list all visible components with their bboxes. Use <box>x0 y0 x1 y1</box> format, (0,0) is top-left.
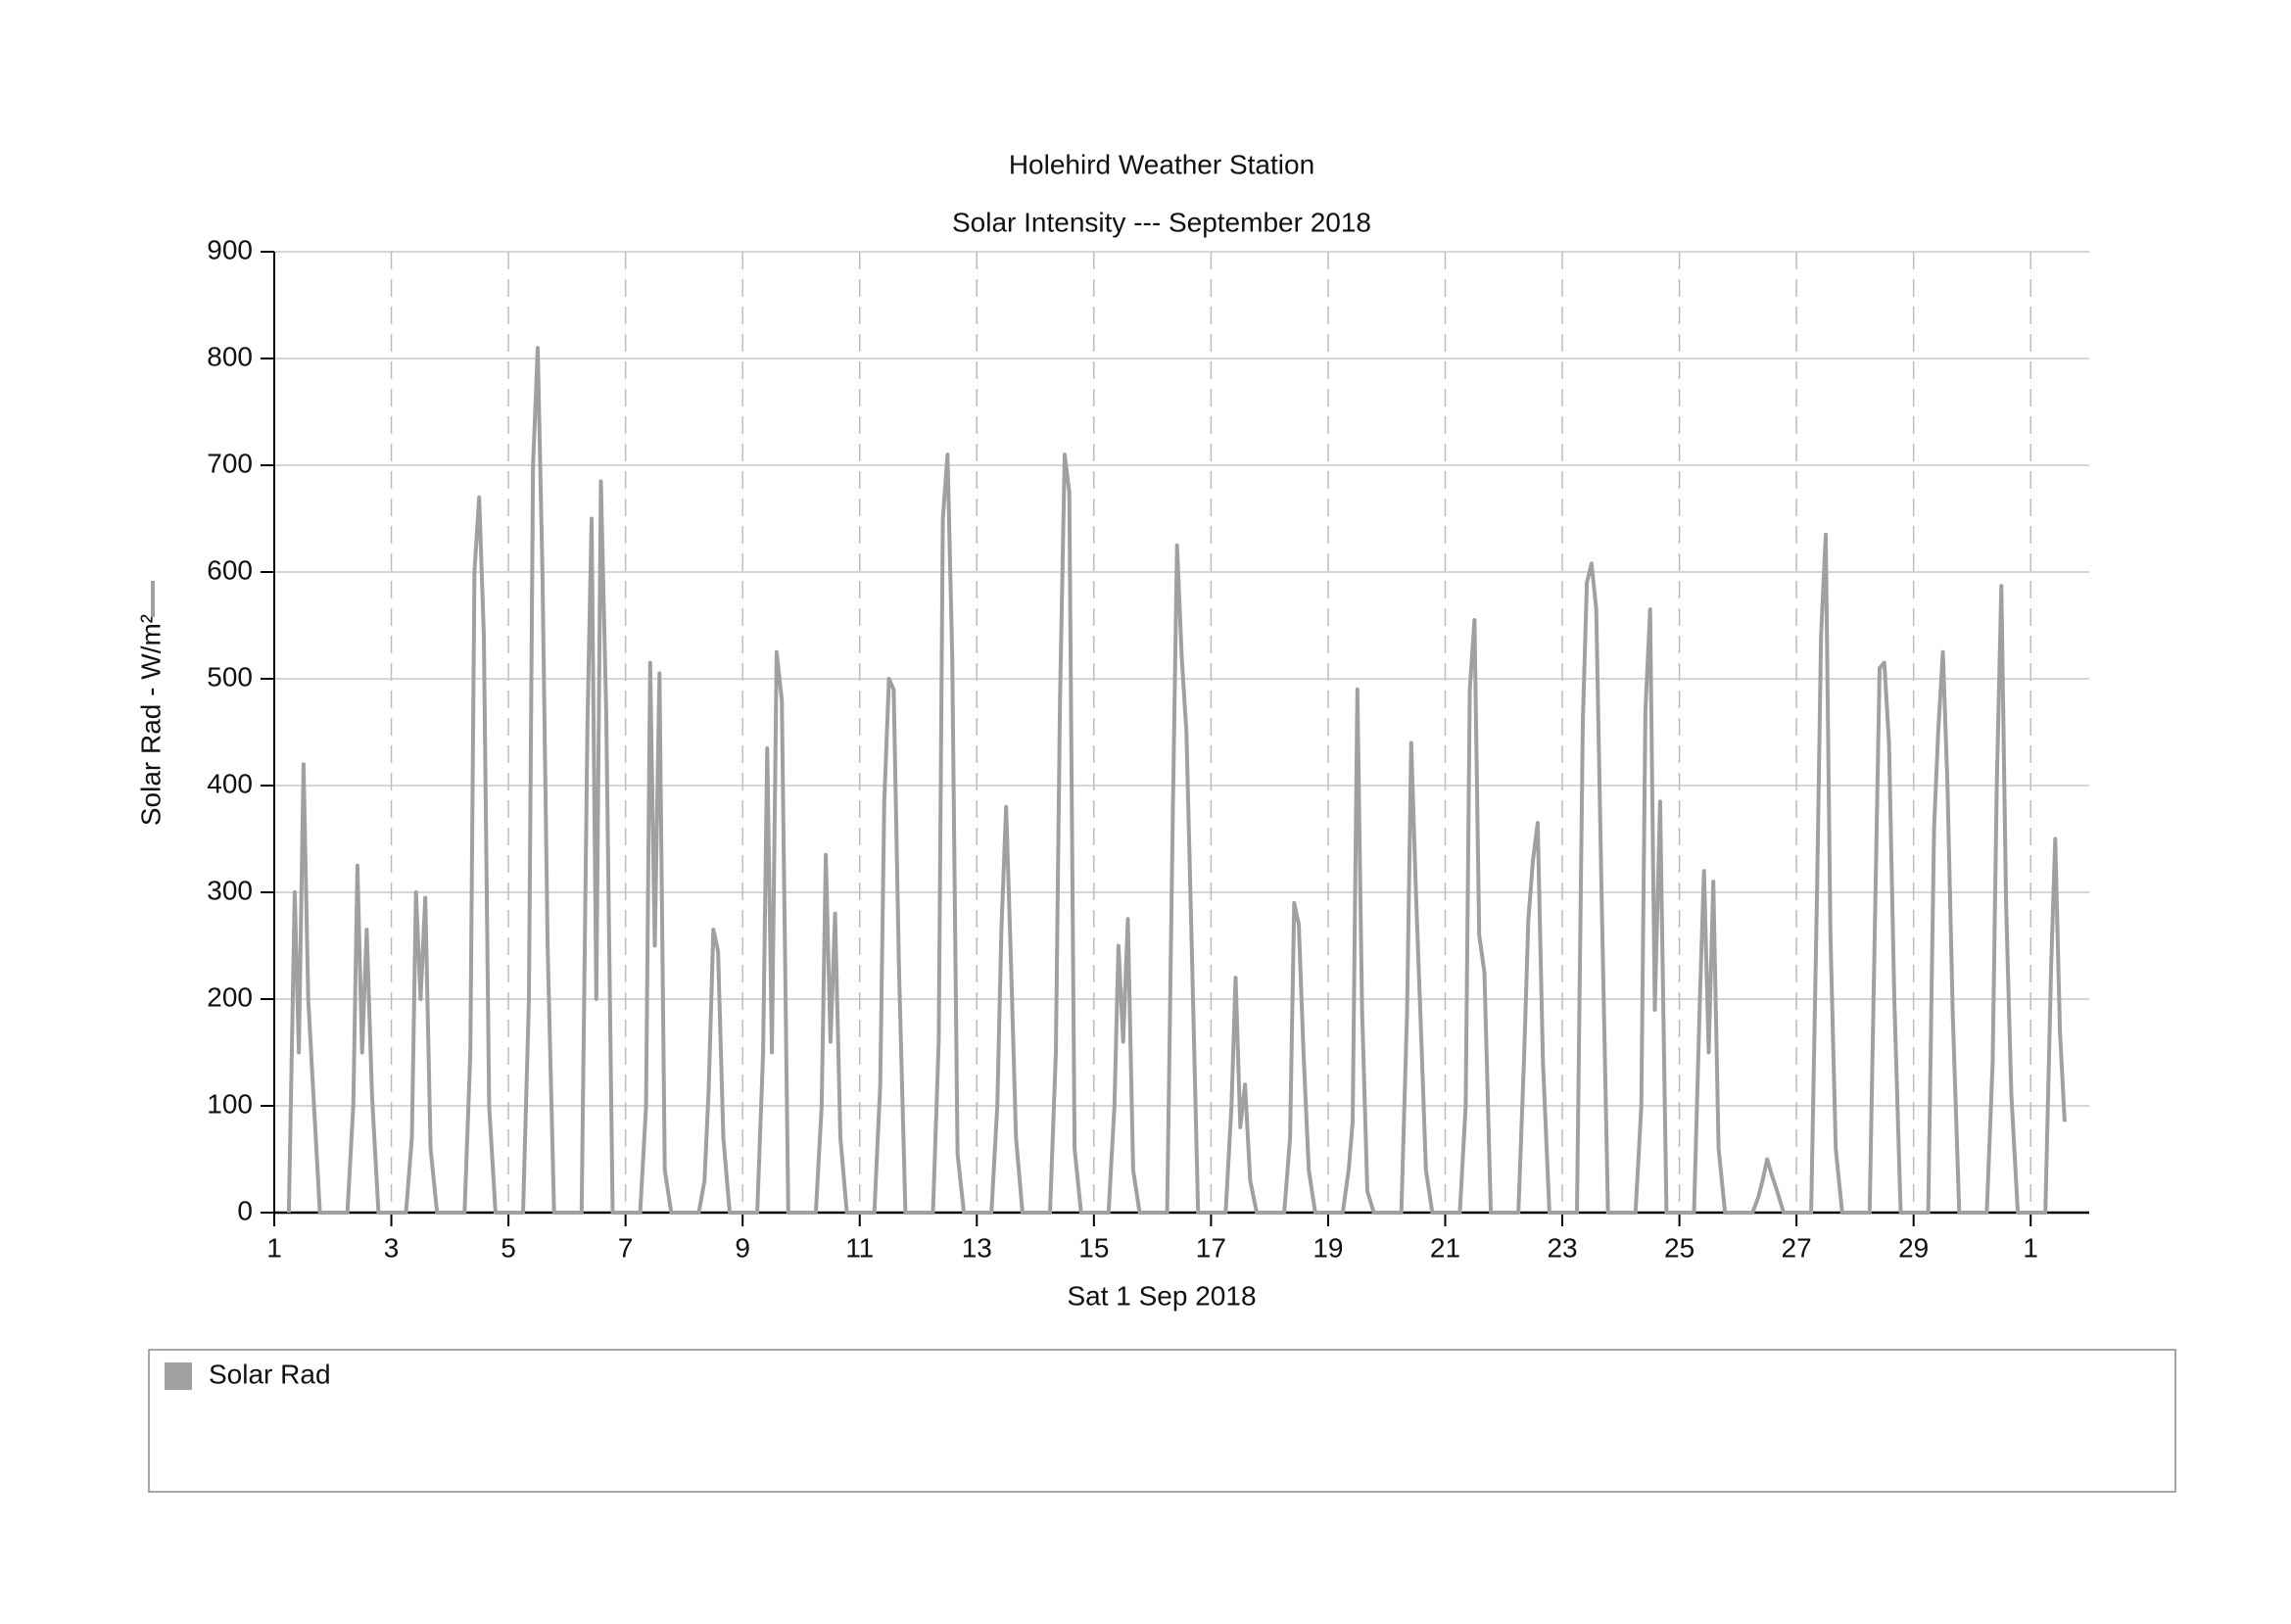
legend-swatch <box>165 1362 192 1390</box>
x-tick-label: 3 <box>384 1232 400 1263</box>
x-tick-label: 5 <box>501 1232 516 1263</box>
y-tick-label: 100 <box>207 1088 253 1119</box>
x-tick-label: 29 <box>1898 1232 1929 1263</box>
x-tick-label: 1 <box>266 1232 282 1263</box>
x-tick-label: 19 <box>1313 1232 1343 1263</box>
x-axis-label: Sat 1 Sep 2018 <box>1067 1280 1256 1311</box>
y-tick-label: 400 <box>207 768 253 798</box>
x-tick-label: 25 <box>1664 1232 1694 1263</box>
y-tick-label: 600 <box>207 554 253 585</box>
x-tick-label: 11 <box>845 1232 874 1263</box>
x-tick-label: 17 <box>1196 1232 1226 1263</box>
x-tick-label: 15 <box>1078 1232 1109 1263</box>
chart-subtitle: Solar Intensity --- September 2018 <box>952 207 1371 237</box>
y-axis-label: Solar Rad - W/m² <box>135 614 166 826</box>
x-tick-label: 27 <box>1782 1232 1812 1263</box>
x-tick-label: 9 <box>735 1232 750 1263</box>
y-tick-label: 900 <box>207 234 253 264</box>
x-tick-label: 13 <box>962 1232 992 1263</box>
x-tick-label: 1 <box>2023 1232 2038 1263</box>
y-tick-label: 300 <box>207 875 253 905</box>
y-tick-label: 700 <box>207 448 253 478</box>
chart-title: Holehird Weather Station <box>1009 149 1314 179</box>
x-tick-label: 23 <box>1547 1232 1577 1263</box>
x-tick-label: 7 <box>618 1232 634 1263</box>
data-line <box>286 346 2067 1215</box>
legend-label: Solar Rad <box>209 1359 331 1389</box>
y-tick-label: 800 <box>207 341 253 371</box>
y-tick-label: 0 <box>237 1195 253 1225</box>
y-tick-label: 200 <box>207 981 253 1012</box>
legend-box <box>148 1349 2176 1493</box>
x-tick-label: 21 <box>1430 1232 1460 1263</box>
y-tick-label: 500 <box>207 661 253 692</box>
